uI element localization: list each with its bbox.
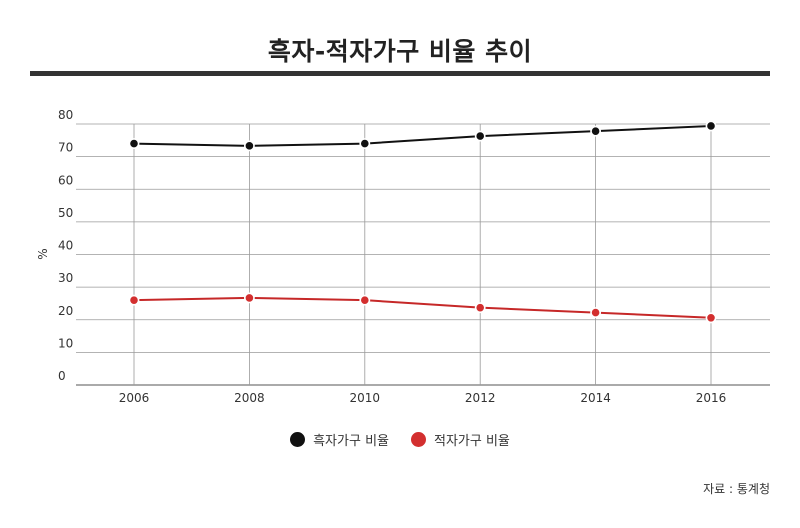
x-tick-label: 2014 [580,391,611,405]
legend-item-red: 적자가구 비율 [411,430,510,449]
x-tick-label: 2012 [465,391,496,405]
legend-label-black: 흑자가구 비율 [313,434,389,449]
y-tick-label: 50 [58,206,73,220]
x-tick-label: 2008 [234,391,265,405]
data-point-1 [128,294,140,306]
source-note: 자료 : 통계청 [703,482,770,496]
x-tick-label: 2010 [350,391,381,405]
chart-legend: 흑자가구 비율 적자가구 비율 [0,430,800,449]
chart-title: 흑자-적자가구 비율 추이 [267,37,533,66]
y-tick-label: 60 [58,173,73,187]
data-point-0 [590,125,601,137]
data-point-1 [705,312,717,324]
y-tick-label: 80 [58,108,73,122]
legend-label-red: 적자가구 비율 [434,434,510,449]
data-point-1 [474,302,486,314]
legend-marker-red [411,432,426,447]
data-point-0 [359,138,371,149]
data-point-0 [474,130,486,142]
y-tick-label: 30 [58,271,73,285]
y-tick-label: 20 [58,304,73,318]
data-point-0 [128,138,140,149]
y-tick-label: 40 [58,239,73,253]
data-point-1 [243,292,255,304]
series-line-0 [133,124,712,147]
y-axis-label: % [36,248,50,259]
series-line-1 [133,296,712,319]
y-tick-label: 0 [58,369,66,383]
title-divider [30,71,770,76]
legend-item-black: 흑자가구 비율 [290,430,389,449]
x-tick-label: 2016 [696,391,727,405]
data-point-1 [590,307,601,318]
data-point-0 [705,120,717,132]
y-tick-label: 70 [58,141,73,155]
x-tick-label: 2006 [119,391,150,405]
y-tick-label: 10 [58,336,73,350]
data-point-0 [243,140,255,152]
data-point-1 [359,294,371,306]
legend-marker-black [290,432,306,447]
